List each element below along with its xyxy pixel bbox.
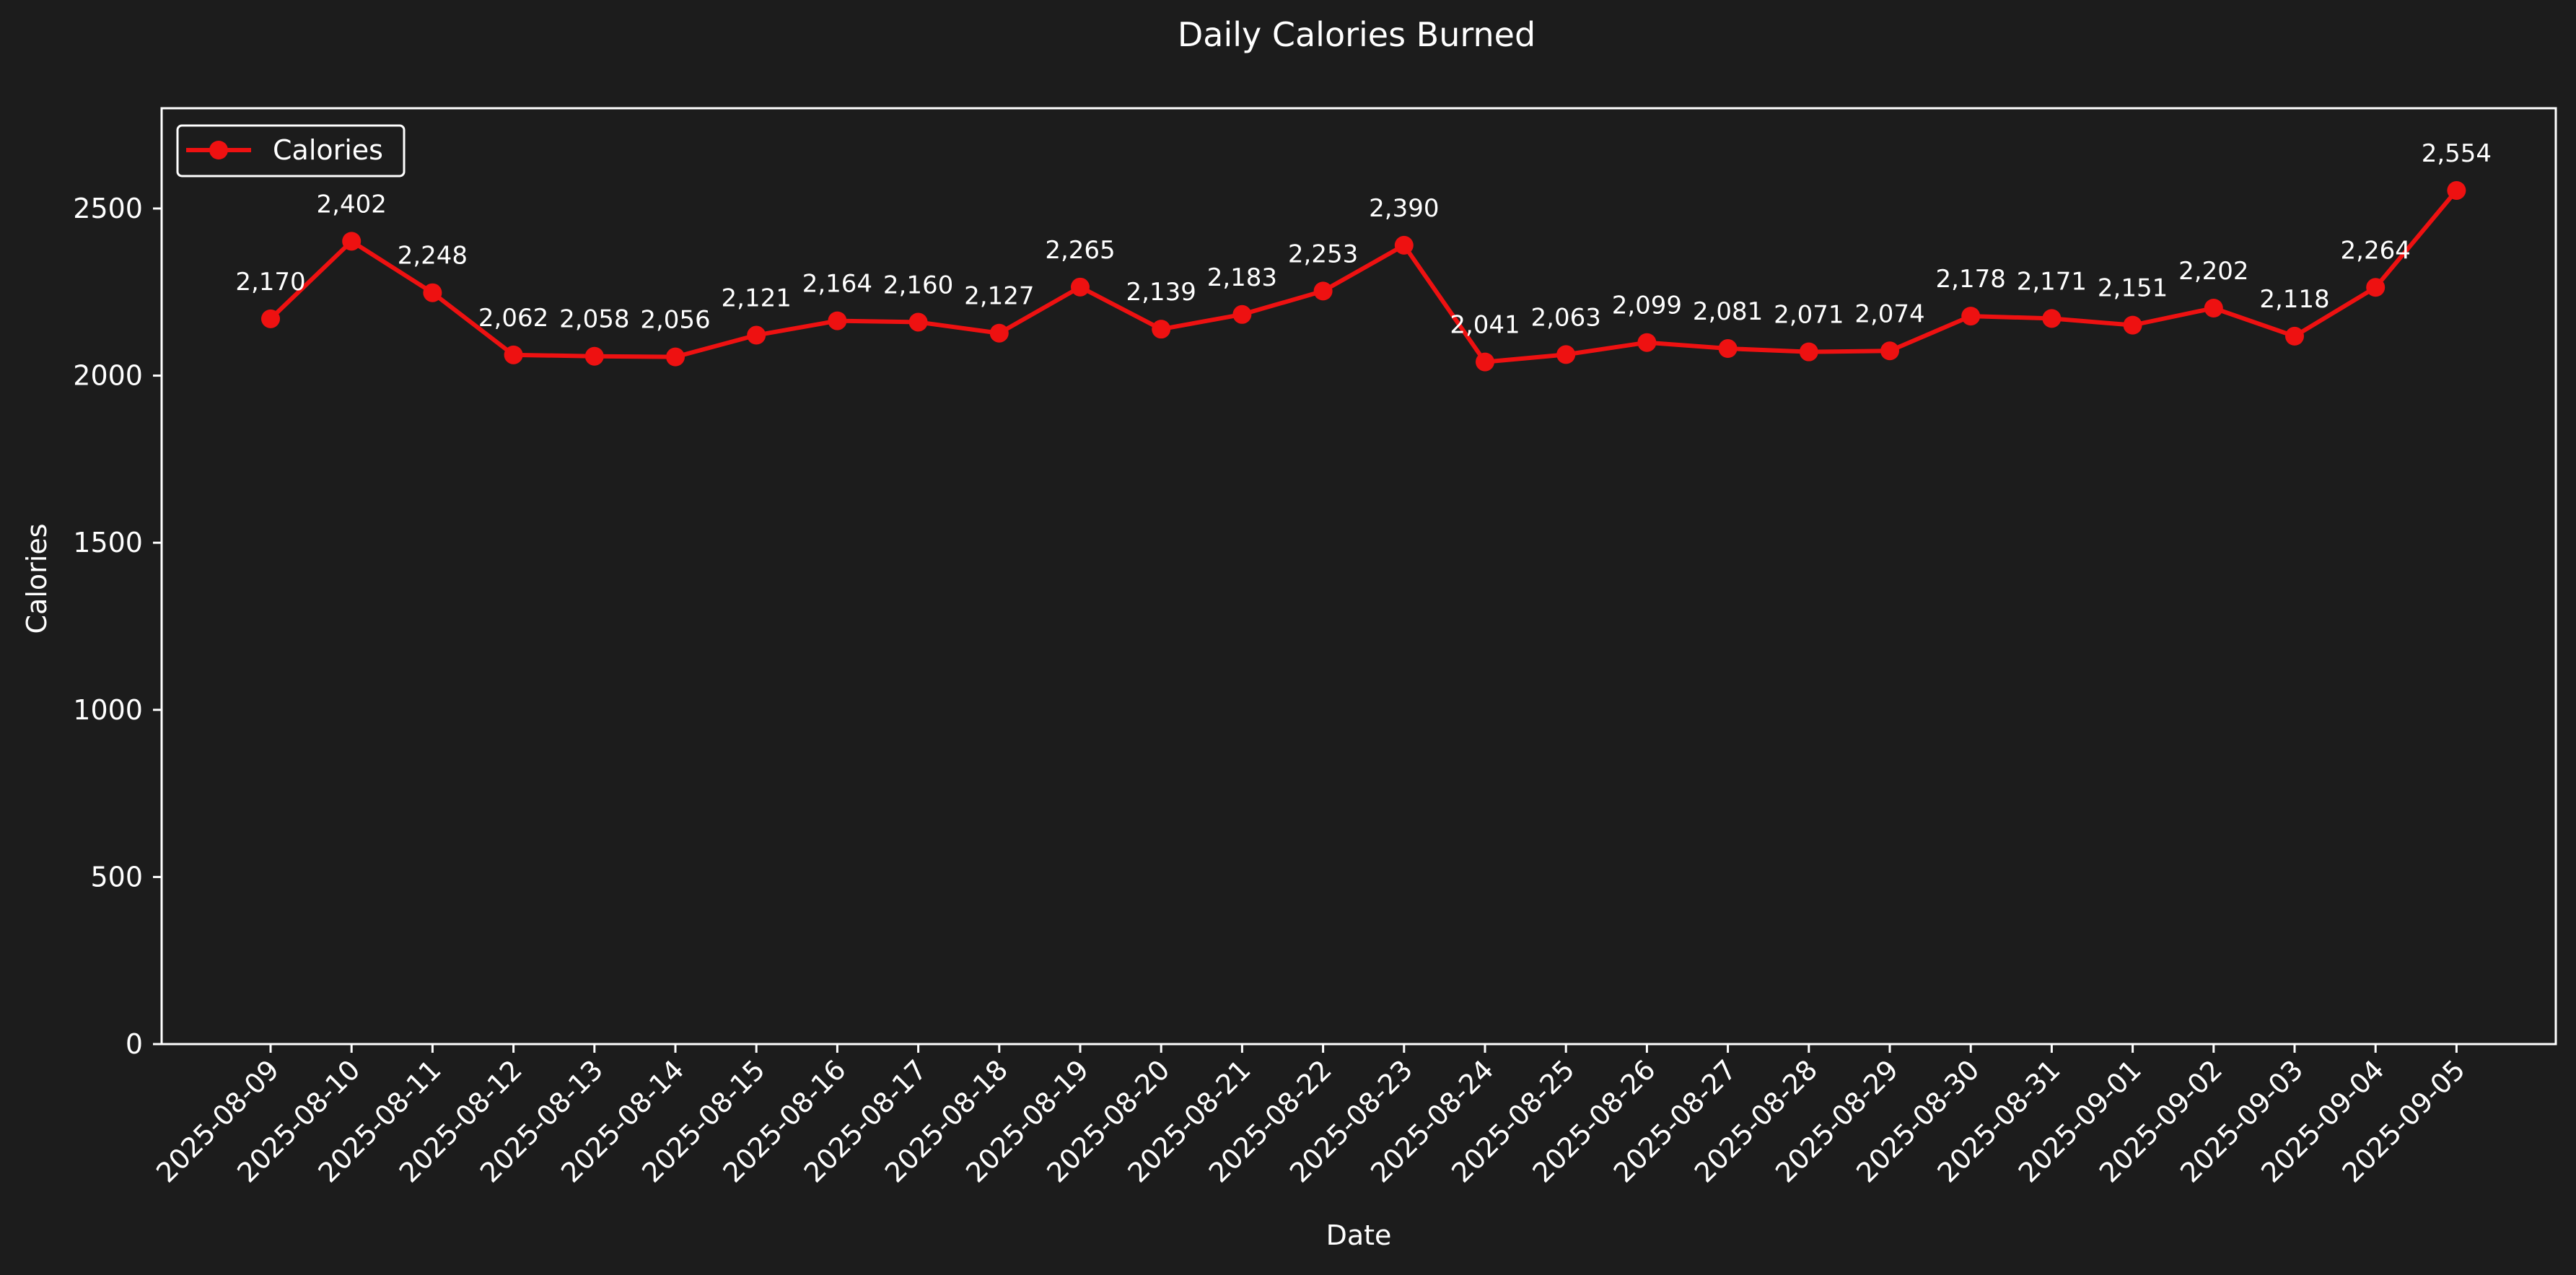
data-label: 2,056 bbox=[640, 306, 710, 335]
series-calories bbox=[261, 180, 2466, 372]
x-axis: 2025-08-092025-08-102025-08-112025-08-12… bbox=[150, 1044, 2471, 1189]
data-label: 2,074 bbox=[1854, 299, 1924, 328]
data-point bbox=[989, 323, 1009, 343]
data-label: 2,390 bbox=[1369, 194, 1439, 223]
data-label: 2,160 bbox=[883, 271, 953, 299]
data-point bbox=[423, 283, 442, 302]
data-point bbox=[1313, 281, 1333, 301]
legend-label-calories: Calories bbox=[273, 134, 383, 166]
data-point bbox=[747, 325, 766, 345]
data-point bbox=[584, 346, 604, 366]
data-label: 2,253 bbox=[1288, 240, 1358, 268]
chart-title: Daily Calories Burned bbox=[1178, 15, 1535, 54]
data-label: 2,170 bbox=[235, 268, 305, 297]
data-label: 2,121 bbox=[722, 284, 792, 313]
data-point bbox=[2366, 278, 2386, 297]
data-label: 2,118 bbox=[2259, 285, 2329, 314]
y-axis: 0 500 1000 1500 2000 2500 bbox=[73, 193, 162, 1060]
data-point bbox=[828, 311, 847, 330]
data-label: 2,171 bbox=[2017, 267, 2087, 296]
y-tick-label: 1500 bbox=[73, 527, 143, 558]
data-label: 2,178 bbox=[1936, 265, 2006, 294]
data-point bbox=[1394, 235, 1414, 255]
data-labels: 2,170 2,402 2,248 2,062 2,058 2,056 2,121 2,164… bbox=[235, 139, 2492, 340]
legend: Calories bbox=[176, 124, 406, 178]
data-point bbox=[2285, 326, 2304, 346]
data-label: 2,058 bbox=[559, 305, 629, 334]
data-point bbox=[261, 309, 280, 328]
data-label: 2,063 bbox=[1531, 303, 1601, 332]
data-point bbox=[2123, 315, 2142, 335]
data-label: 2,202 bbox=[2178, 257, 2248, 286]
y-tick-label: 2500 bbox=[73, 193, 143, 224]
data-point bbox=[1476, 352, 1494, 372]
data-point bbox=[2204, 299, 2223, 318]
data-label: 2,099 bbox=[1612, 292, 1682, 320]
y-tick-label: 1000 bbox=[73, 694, 143, 726]
legend-marker-swatch bbox=[209, 141, 228, 159]
data-label: 2,151 bbox=[2098, 274, 2168, 303]
data-point bbox=[1961, 307, 1981, 326]
data-point bbox=[342, 232, 362, 251]
data-point bbox=[1232, 304, 1252, 324]
data-point bbox=[666, 347, 685, 367]
legend-box bbox=[176, 124, 406, 178]
y-tick-label: 2000 bbox=[73, 360, 143, 392]
y-axis-label: Calories bbox=[21, 524, 53, 634]
data-label: 2,062 bbox=[478, 304, 548, 333]
data-point bbox=[504, 345, 523, 364]
data-label: 2,402 bbox=[317, 190, 387, 219]
data-label: 2,139 bbox=[1126, 278, 1196, 307]
series-line bbox=[268, 189, 2458, 364]
data-label: 2,248 bbox=[398, 242, 468, 271]
data-label: 2,071 bbox=[1774, 301, 1844, 330]
data-label: 2,264 bbox=[2341, 236, 2411, 265]
plot-area-frame bbox=[160, 107, 2557, 1046]
data-point bbox=[1880, 341, 1899, 361]
data-label: 2,127 bbox=[964, 282, 1034, 311]
data-point bbox=[1718, 339, 1738, 359]
data-point bbox=[2447, 180, 2466, 200]
y-tick-label: 500 bbox=[90, 861, 143, 893]
data-point bbox=[1556, 345, 1576, 364]
data-label: 2,265 bbox=[1045, 236, 1115, 265]
data-label: 2,183 bbox=[1207, 263, 1277, 292]
data-label: 2,554 bbox=[2422, 139, 2492, 168]
data-label: 2,164 bbox=[802, 270, 872, 299]
data-label: 2,041 bbox=[1450, 311, 1520, 340]
x-axis-label: Date bbox=[1326, 1219, 1392, 1251]
data-point bbox=[1637, 333, 1657, 352]
y-tick-label: 0 bbox=[126, 1028, 143, 1060]
data-point bbox=[1071, 277, 1090, 297]
data-point bbox=[2042, 309, 2062, 328]
data-point bbox=[1799, 342, 1818, 362]
data-point bbox=[1152, 320, 1171, 339]
data-label: 2,081 bbox=[1693, 297, 1763, 326]
data-point bbox=[908, 312, 928, 332]
